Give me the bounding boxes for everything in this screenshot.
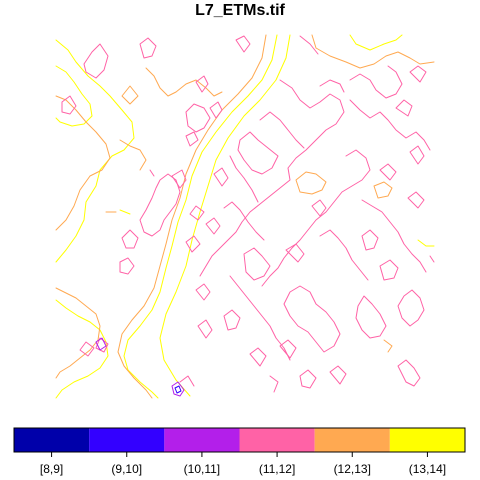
- contour-line-12-13: [383, 339, 393, 353]
- legend-swatch: [389, 428, 465, 452]
- legend-swatch: [314, 428, 390, 452]
- contour-line-9-10: [174, 385, 182, 394]
- contour-line-10-11: [95, 337, 107, 351]
- contour-line-12-13: [117, 34, 267, 399]
- contour-line-13-14: [55, 39, 135, 263]
- legend-swatch: [14, 428, 90, 452]
- contour-line-12-13: [373, 181, 393, 199]
- contour-line-12-13: [119, 139, 147, 171]
- contour-group-11-12: [61, 35, 435, 393]
- legend-label: (11,12]: [259, 462, 295, 476]
- legend-label: (10,11]: [184, 462, 220, 476]
- legend-label: (9,10]: [111, 462, 142, 476]
- contour-line-13-14: [417, 239, 435, 247]
- chart-title: L7_ETMs.tif: [195, 2, 285, 19]
- contour-line-12-13: [311, 34, 435, 69]
- contour-line-12-13: [121, 85, 139, 105]
- contour-line-12-13: [55, 95, 111, 231]
- contour-line-13-14: [119, 209, 131, 215]
- legend-label: (12,13]: [334, 462, 371, 476]
- contour-line-10-11: [171, 381, 185, 397]
- legend-swatch: [89, 428, 165, 452]
- legend-border: [13, 427, 466, 453]
- contour-line-13-14: [123, 34, 278, 399]
- color-legend: [8,9] (9,10] (10,11] (11,12] (12,13] (13,14]: [13, 427, 466, 476]
- plot-area: [55, 34, 435, 399]
- contour-line-13-14: [55, 299, 109, 399]
- legend-label: [8,9]: [40, 462, 63, 476]
- contour-line-12-13: [145, 67, 223, 97]
- legend-swatch: [164, 428, 240, 452]
- contour-line-12-13: [295, 171, 327, 195]
- contour-line-13-14: [55, 65, 93, 127]
- contour-line-12-13: [55, 287, 101, 379]
- legend-swatch: [239, 428, 315, 452]
- contour-line-13-14: [349, 34, 403, 51]
- contour-line-13-14: [159, 34, 291, 397]
- legend-label: (13,14]: [409, 462, 446, 476]
